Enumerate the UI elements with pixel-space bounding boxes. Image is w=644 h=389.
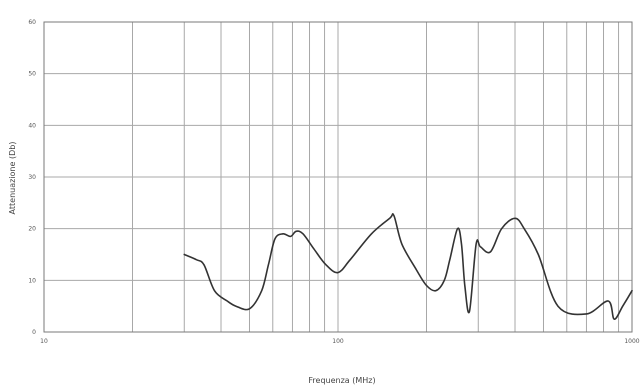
y-tick-label: 60 [28,19,36,26]
horizontal-gridlines [44,21,632,333]
y-tick-label: 50 [28,71,36,78]
x-tick-label: 100 [332,338,344,345]
x-axis-label: Frequenza (MHz) [308,376,375,385]
y-tick-label: 30 [28,174,36,181]
x-tick-labels: 10 100 1000 [40,338,640,345]
y-tick-label: 40 [28,122,36,129]
y-tick-label: 20 [28,226,36,233]
attenuation-series-line [183,213,633,320]
y-axis-label: Attenuazione (Db) [8,142,17,215]
plot-frame [43,21,633,333]
y-tick-label: 10 [28,277,36,284]
y-tick-label: 0 [32,329,36,336]
y-tick-labels: 0 10 20 30 40 50 60 [28,19,36,336]
x-tick-label: 1000 [624,338,639,345]
x-tick-label: 10 [40,338,48,345]
